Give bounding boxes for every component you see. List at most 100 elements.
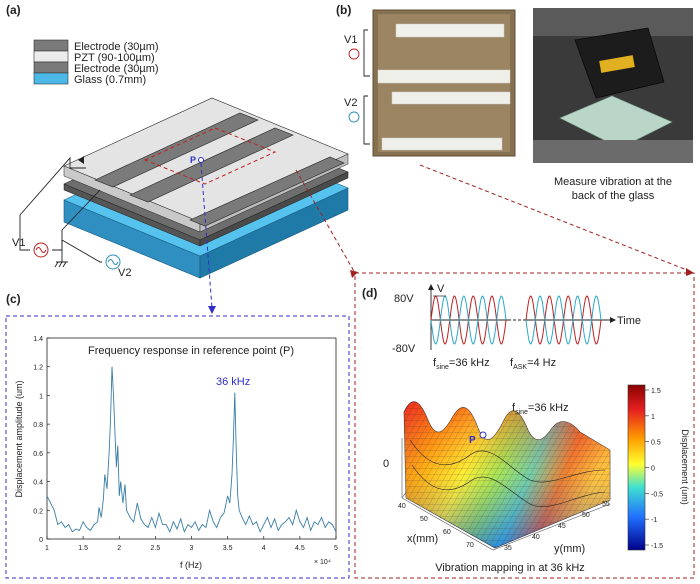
setup-caption-line1: Measure vibration at the [554,176,672,188]
chart-x-label: f (Hz) [180,560,202,570]
signal-v-axis-arrow [428,284,434,290]
surface-y-tick-50: 50 [582,512,590,519]
surface-x-tick-60: 60 [443,529,451,536]
colorbar-tick-label: -0.5 [651,491,663,498]
wire-v1-top [19,156,86,251]
x-tick-label: 2 [117,545,121,552]
surface-x-label: x(mm) [407,533,438,545]
panel-label-d: (d) [362,286,377,300]
signal-fask-label: fASK=4 Hz [510,357,556,371]
colorbar-label: Displacement (um) [680,429,690,505]
x-tick-label: 4.5 [295,545,305,552]
x-tick-label: 5 [334,545,338,552]
surface-x-tick-40: 40 [398,503,406,510]
surface-z-zero-label: 0 [383,458,389,470]
top-electrode-strip-2 [129,127,294,203]
displacement-colorbar: 1.5 1 0.5 0 -0.5 -1 -1.5 Displacement (um) [627,384,690,551]
colorbar-ticks: 1.5 1 0.5 0 -0.5 -1 -1.5 [645,388,663,550]
setup-caption-line2: back of the glass [572,190,655,202]
surface-y-tick-45: 45 [558,523,566,530]
surface-mesh-grid [404,401,610,548]
x-tick-label: 4 [262,545,266,552]
v1-label: V1 [12,237,25,249]
x-tick-label: 3.5 [223,545,233,552]
legend-swatch-electrode-top [33,39,69,52]
reference-point-label: P [190,155,196,165]
y-tick-label: 1.4 [33,336,43,343]
vibration-surface-plot: P fsine=36 kHz 0 40 50 60 70 35 40 45 50… [383,401,611,574]
colorbar-tick-label: 1 [651,414,655,421]
panel-d-frame [354,272,695,579]
device-photo-electrode-1 [395,23,505,38]
measurement-setup-photo [533,8,693,163]
surface-reference-label: P [469,435,476,446]
connector-arrow-right [686,268,694,276]
photo-v2-label: V2 [344,97,357,109]
top-electrode-strip-3 [189,156,345,227]
setup-photo-rail [533,8,693,36]
surface-caption: Vibration mapping in at 36 kHz [435,562,585,574]
legend-label-electrode-top: Electrode (30µm) [74,41,159,53]
reference-point-marker [198,157,204,163]
signal-time-label: Time [617,315,641,327]
surface-y-label: y(mm) [554,543,585,555]
chart-y-label: Displacement amplitude (um) [14,380,24,497]
legend-label-glass: Glass (0.7mm) [74,74,146,86]
signal-v-label: V [437,283,445,295]
legend-swatch-electrode-bottom [33,61,69,74]
colorbar-tick-label: -1.5 [651,543,663,550]
frequency-response-chart: Frequency response in reference point (P… [14,336,338,570]
bottom-electrode-side-right [199,171,349,247]
x-tick-label: 1 [45,545,49,552]
photo-bracket-v1 [363,29,370,77]
y-tick-label: 0.6 [33,451,43,458]
colorbar-gradient [627,384,646,551]
y-tick-label: 0.8 [33,422,43,429]
chart-title: Frequency response in reference point (P… [88,345,294,357]
connector-arrow-left [350,270,358,278]
surface-x-tick-50: 50 [420,516,428,523]
setup-photo-laser-label [599,55,635,73]
frequency-response-line [46,366,337,534]
v1-sine-icon [35,247,47,253]
colorbar-tick-label: 1.5 [651,388,661,395]
legend-swatch-pzt [33,50,69,63]
x-tick-label: 3 [190,545,194,552]
signal-sine-v2-burst-1 [430,295,507,345]
colorbar-tick-label: 0 [651,466,655,473]
chart-y-ticks: 0 0.2 0.4 0.6 0.8 1 1.2 1.4 [33,336,50,544]
surface-reference-point [479,431,487,439]
panel-label-a: (a) [6,3,21,17]
ask-signal-diagram: V 80V -80V Time fsine=36 kHz fASK=4 Hz [392,283,641,371]
legend-label-electrode-bottom: Electrode (30µm) [74,63,159,75]
photo-v1-source-icon [348,48,360,60]
layer-legend: Electrode (30µm) PZT (90-100µm) Electrod… [33,39,159,86]
chart-x-ticks: 1 1.5 2 2.5 3 3.5 4 4.5 5 [45,536,338,552]
surface-fsine-label: fsine=36 kHz [512,402,569,416]
v2-label: V2 [118,267,131,279]
surface-ridge-lines [409,439,606,507]
photo-v1-label: V1 [344,34,357,46]
legend-swatch-glass [33,72,69,85]
setup-photo-glass-plate [559,95,673,149]
colorbar-tick-label: -1 [651,517,657,524]
device-photo: V1 V2 [344,9,516,157]
photo-bracket-v2 [363,95,370,145]
chart-x-multiplier: × 10⁴ [314,559,331,566]
y-tick-label: 1 [39,393,43,400]
y-tick-label: 0 [39,537,43,544]
surface-y-tick-40: 40 [532,534,540,541]
ground-icon [54,261,68,268]
device-photo-electrode-3 [391,91,511,105]
setup-photo-table [533,140,693,163]
colorbar-tick-label: 0.5 [651,440,661,447]
signal-neg-label: -80V [392,343,416,355]
signal-pos-label: 80V [394,293,414,305]
y-tick-label: 0.2 [33,508,43,515]
layered-device-diagram: P V1 V2 [12,97,349,314]
chart-peak-annotation: 36 kHz [216,376,250,388]
surface-y-tick-35: 35 [504,545,512,552]
reference-point-projection [200,162,213,309]
signal-sine-v2-burst-2 [525,295,602,345]
